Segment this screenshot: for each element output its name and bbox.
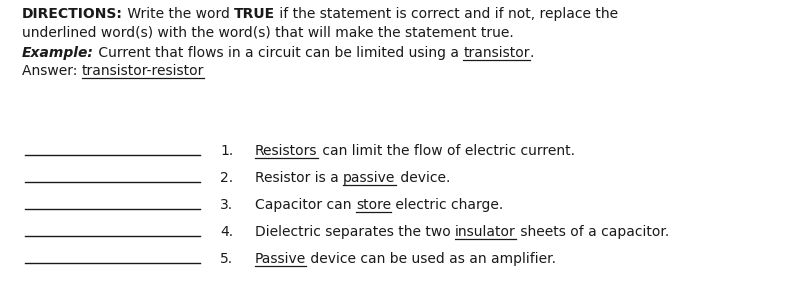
Text: 1.: 1. — [220, 144, 233, 158]
Text: if the statement is correct and if not, replace the: if the statement is correct and if not, … — [276, 7, 618, 21]
Text: 3.: 3. — [220, 198, 233, 212]
Text: underlined word(s) with the word(s) that will make the statement true.: underlined word(s) with the word(s) that… — [22, 25, 513, 39]
Text: device can be used as an amplifier.: device can be used as an amplifier. — [306, 252, 556, 266]
Text: Answer:: Answer: — [22, 64, 82, 78]
Text: device.: device. — [396, 171, 450, 185]
Text: Resistor is a: Resistor is a — [255, 171, 343, 185]
Text: Write the word: Write the word — [123, 7, 234, 21]
Text: 4.: 4. — [220, 225, 233, 239]
Text: TRUE: TRUE — [234, 7, 276, 21]
Text: DIRECTIONS:: DIRECTIONS: — [22, 7, 123, 21]
Text: sheets of a capacitor.: sheets of a capacitor. — [516, 225, 669, 239]
Text: electric charge.: electric charge. — [391, 198, 503, 212]
Text: insulator: insulator — [455, 225, 516, 239]
Text: transistor: transistor — [463, 46, 529, 60]
Text: Capacitor can: Capacitor can — [255, 198, 356, 212]
Text: can limit the flow of electric current.: can limit the flow of electric current. — [317, 144, 574, 158]
Text: Current that flows in a circuit can be limited using a: Current that flows in a circuit can be l… — [94, 46, 463, 60]
Text: 5.: 5. — [220, 252, 233, 266]
Text: 2.: 2. — [220, 171, 233, 185]
Text: Resistors: Resistors — [255, 144, 317, 158]
Text: .: . — [529, 46, 534, 60]
Text: store: store — [356, 198, 391, 212]
Text: Dielectric separates the two: Dielectric separates the two — [255, 225, 455, 239]
Text: Passive: Passive — [255, 252, 306, 266]
Text: passive: passive — [343, 171, 396, 185]
Text: transistor-resistor: transistor-resistor — [82, 64, 204, 78]
Text: Example:: Example: — [22, 46, 94, 60]
